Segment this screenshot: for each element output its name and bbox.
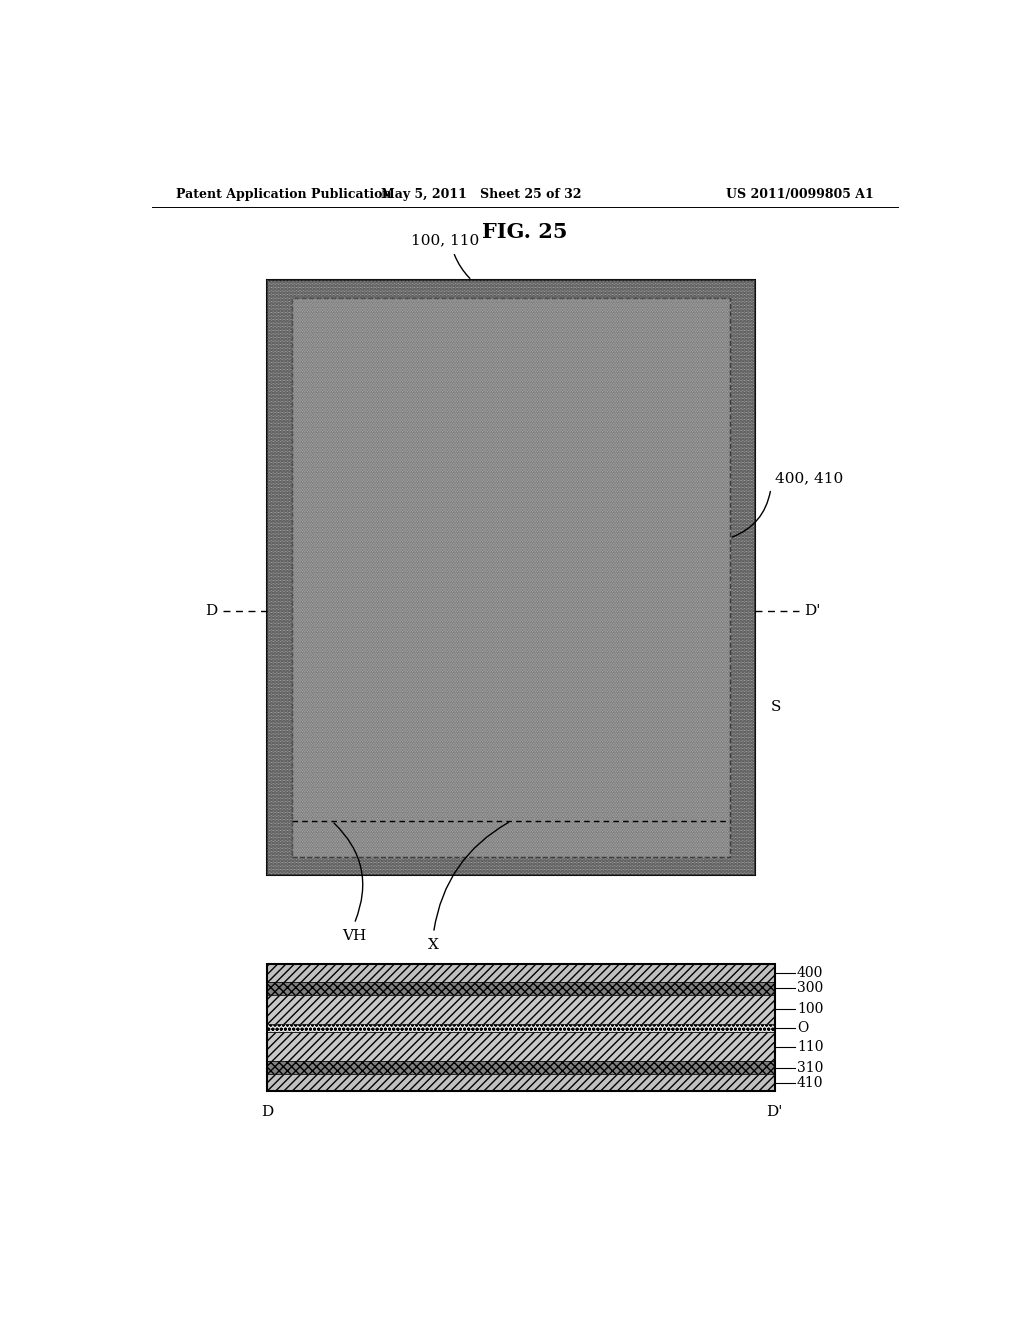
Text: D: D — [206, 603, 218, 618]
Bar — [267, 982, 775, 995]
Bar — [267, 995, 775, 1023]
Text: 310: 310 — [797, 1061, 823, 1074]
Text: VH: VH — [342, 929, 367, 942]
Text: 410: 410 — [797, 1076, 823, 1090]
Bar — [267, 1032, 775, 1061]
Bar — [292, 297, 729, 857]
Bar — [267, 1061, 775, 1074]
Bar — [267, 965, 775, 982]
Text: 400, 410: 400, 410 — [775, 471, 843, 486]
Bar — [292, 297, 729, 857]
Text: D': D' — [767, 1105, 783, 1118]
Bar — [267, 1074, 775, 1092]
Text: 100, 110: 100, 110 — [412, 232, 479, 247]
Text: Patent Application Publication: Patent Application Publication — [176, 189, 391, 202]
Text: May 5, 2011   Sheet 25 of 32: May 5, 2011 Sheet 25 of 32 — [381, 189, 582, 202]
Text: S: S — [771, 700, 781, 714]
Text: D: D — [261, 1105, 273, 1118]
Text: 400: 400 — [797, 966, 823, 979]
Text: FIG. 25: FIG. 25 — [482, 222, 567, 242]
Text: 300: 300 — [797, 981, 823, 995]
Bar — [267, 280, 755, 875]
Text: US 2011/0099805 A1: US 2011/0099805 A1 — [726, 189, 873, 202]
Text: X: X — [428, 939, 439, 952]
Bar — [267, 1023, 775, 1032]
Bar — [267, 965, 775, 1092]
Text: O: O — [797, 1020, 808, 1035]
Text: 110: 110 — [797, 1040, 823, 1053]
Text: D': D' — [804, 603, 820, 618]
Text: 100: 100 — [797, 1002, 823, 1016]
Bar — [267, 280, 755, 875]
